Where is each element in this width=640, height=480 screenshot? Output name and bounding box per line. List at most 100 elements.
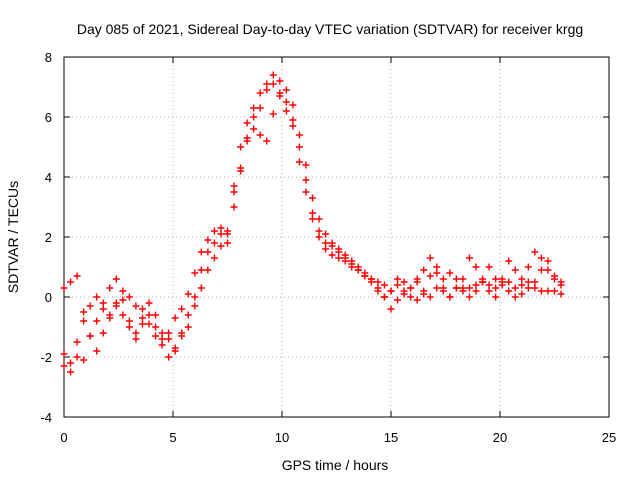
data-point xyxy=(433,269,441,277)
data-point xyxy=(60,350,68,358)
data-point xyxy=(302,176,310,184)
data-point xyxy=(99,329,107,337)
data-point xyxy=(309,194,317,202)
data-point xyxy=(67,368,75,376)
data-point xyxy=(256,131,264,139)
data-point xyxy=(309,215,317,223)
data-point xyxy=(73,353,81,361)
data-point xyxy=(544,287,552,295)
data-point xyxy=(80,317,88,325)
data-point xyxy=(99,299,107,307)
data-point xyxy=(557,290,565,298)
data-point xyxy=(465,293,473,301)
data-point xyxy=(322,230,330,238)
data-point xyxy=(413,275,421,283)
data-point xyxy=(158,335,166,343)
data-point xyxy=(394,275,402,283)
data-point xyxy=(289,122,297,130)
data-point xyxy=(250,113,258,121)
y-tick-label: 6 xyxy=(45,110,52,125)
data-point xyxy=(302,188,310,196)
data-point xyxy=(86,302,94,310)
data-point xyxy=(295,158,303,166)
data-point xyxy=(178,332,186,340)
data-point xyxy=(557,278,565,286)
data-point xyxy=(400,290,408,298)
data-point xyxy=(289,116,297,124)
data-point xyxy=(374,284,382,292)
data-point xyxy=(191,293,199,301)
data-point xyxy=(93,293,101,301)
data-point xyxy=(348,257,356,265)
data-point xyxy=(315,227,323,235)
data-point xyxy=(112,299,120,307)
data-point xyxy=(250,104,258,112)
x-tick-label: 15 xyxy=(384,430,398,445)
data-point xyxy=(380,281,388,289)
data-point xyxy=(184,323,192,331)
data-point xyxy=(106,284,114,292)
data-point xyxy=(86,332,94,340)
data-point xyxy=(282,107,290,115)
data-point xyxy=(413,296,421,304)
data-point xyxy=(178,305,186,313)
data-point xyxy=(433,284,441,292)
data-point xyxy=(322,245,330,253)
y-axis-label: SDTVAR / TECUs xyxy=(5,181,21,293)
x-tick-label: 10 xyxy=(275,430,289,445)
data-point xyxy=(119,296,127,304)
data-point xyxy=(67,359,75,367)
data-point xyxy=(171,347,179,355)
y-tick-label: 8 xyxy=(45,50,52,65)
data-point xyxy=(165,329,173,337)
data-point xyxy=(439,275,447,283)
data-point xyxy=(537,287,545,295)
data-point xyxy=(256,89,264,97)
data-point xyxy=(269,110,277,118)
y-tick-label: 4 xyxy=(45,170,52,185)
data-point xyxy=(80,356,88,364)
data-point xyxy=(125,323,133,331)
data-point xyxy=(544,266,552,274)
data-point xyxy=(158,329,166,337)
chart-title: Day 085 of 2021, Sidereal Day-to-day VTE… xyxy=(77,21,583,37)
axis-ticks: 0 5 10 15 20 25 -4 -2 0 2 4 6 8 xyxy=(40,50,616,445)
data-point xyxy=(505,278,513,286)
data-point xyxy=(256,104,264,112)
data-point xyxy=(387,287,395,295)
data-point xyxy=(224,227,231,235)
data-point xyxy=(518,281,526,289)
data-point xyxy=(407,293,415,301)
x-tick-label: 0 xyxy=(60,430,67,445)
data-point xyxy=(361,269,369,277)
data-point xyxy=(524,278,532,286)
data-point xyxy=(446,293,454,301)
data-point xyxy=(485,281,493,289)
data-point xyxy=(197,266,205,274)
data-point xyxy=(518,275,526,283)
data-point xyxy=(145,320,153,328)
data-point xyxy=(191,302,199,310)
data-point xyxy=(282,98,290,106)
data-point xyxy=(73,338,81,346)
data-point xyxy=(551,287,558,295)
data-point xyxy=(380,293,388,301)
data-point xyxy=(217,224,225,232)
data-point xyxy=(524,263,532,271)
data-point xyxy=(452,284,460,292)
data-point xyxy=(191,269,199,277)
data-point xyxy=(302,161,310,169)
data-point xyxy=(295,131,303,139)
data-point xyxy=(465,254,473,262)
data-point xyxy=(204,248,212,256)
data-point xyxy=(348,263,356,271)
data-point xyxy=(60,362,68,370)
data-point xyxy=(446,269,454,277)
data-point xyxy=(250,125,258,133)
data-point xyxy=(112,275,120,283)
grid xyxy=(64,57,609,417)
data-point xyxy=(433,263,441,271)
data-point xyxy=(99,305,107,313)
y-tick-label: 0 xyxy=(45,290,52,305)
data-point xyxy=(237,164,245,172)
